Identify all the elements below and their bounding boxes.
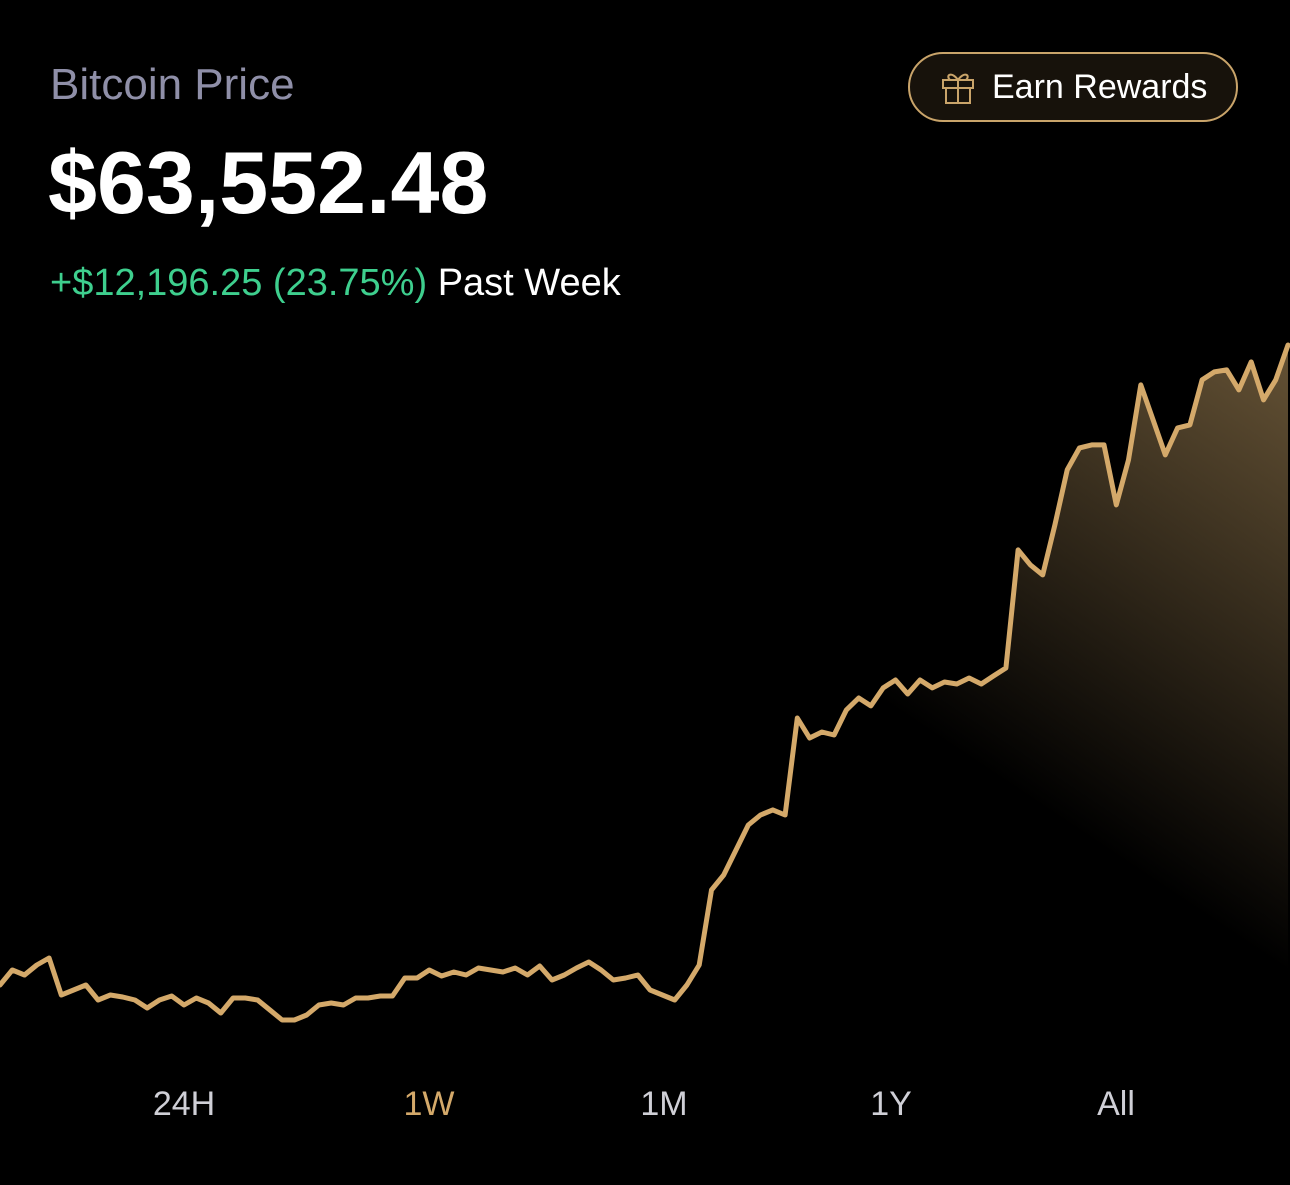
range-tab[interactable]: 1W: [404, 1085, 455, 1123]
range-tab[interactable]: 1M: [640, 1085, 687, 1123]
title: Bitcoin Price: [50, 60, 295, 109]
price: $63,552.48: [48, 133, 489, 232]
period: Past Week: [437, 262, 621, 304]
button-label: Earn Rewards: [992, 67, 1208, 106]
change-row: +$12,196.25 (23.75%) Past Week: [50, 262, 621, 305]
earn-rewards-button[interactable]: Earn Rewards: [908, 52, 1238, 122]
price-line: [0, 342, 1290, 1023]
change: +$12,196.25 (23.75%): [50, 262, 428, 304]
area-fill: [0, 345, 1288, 1080]
range-tab[interactable]: All: [1097, 1085, 1135, 1123]
range-tab[interactable]: 24H: [153, 1085, 215, 1123]
range-tab[interactable]: 1Y: [870, 1085, 912, 1123]
gift-icon: [942, 73, 974, 104]
